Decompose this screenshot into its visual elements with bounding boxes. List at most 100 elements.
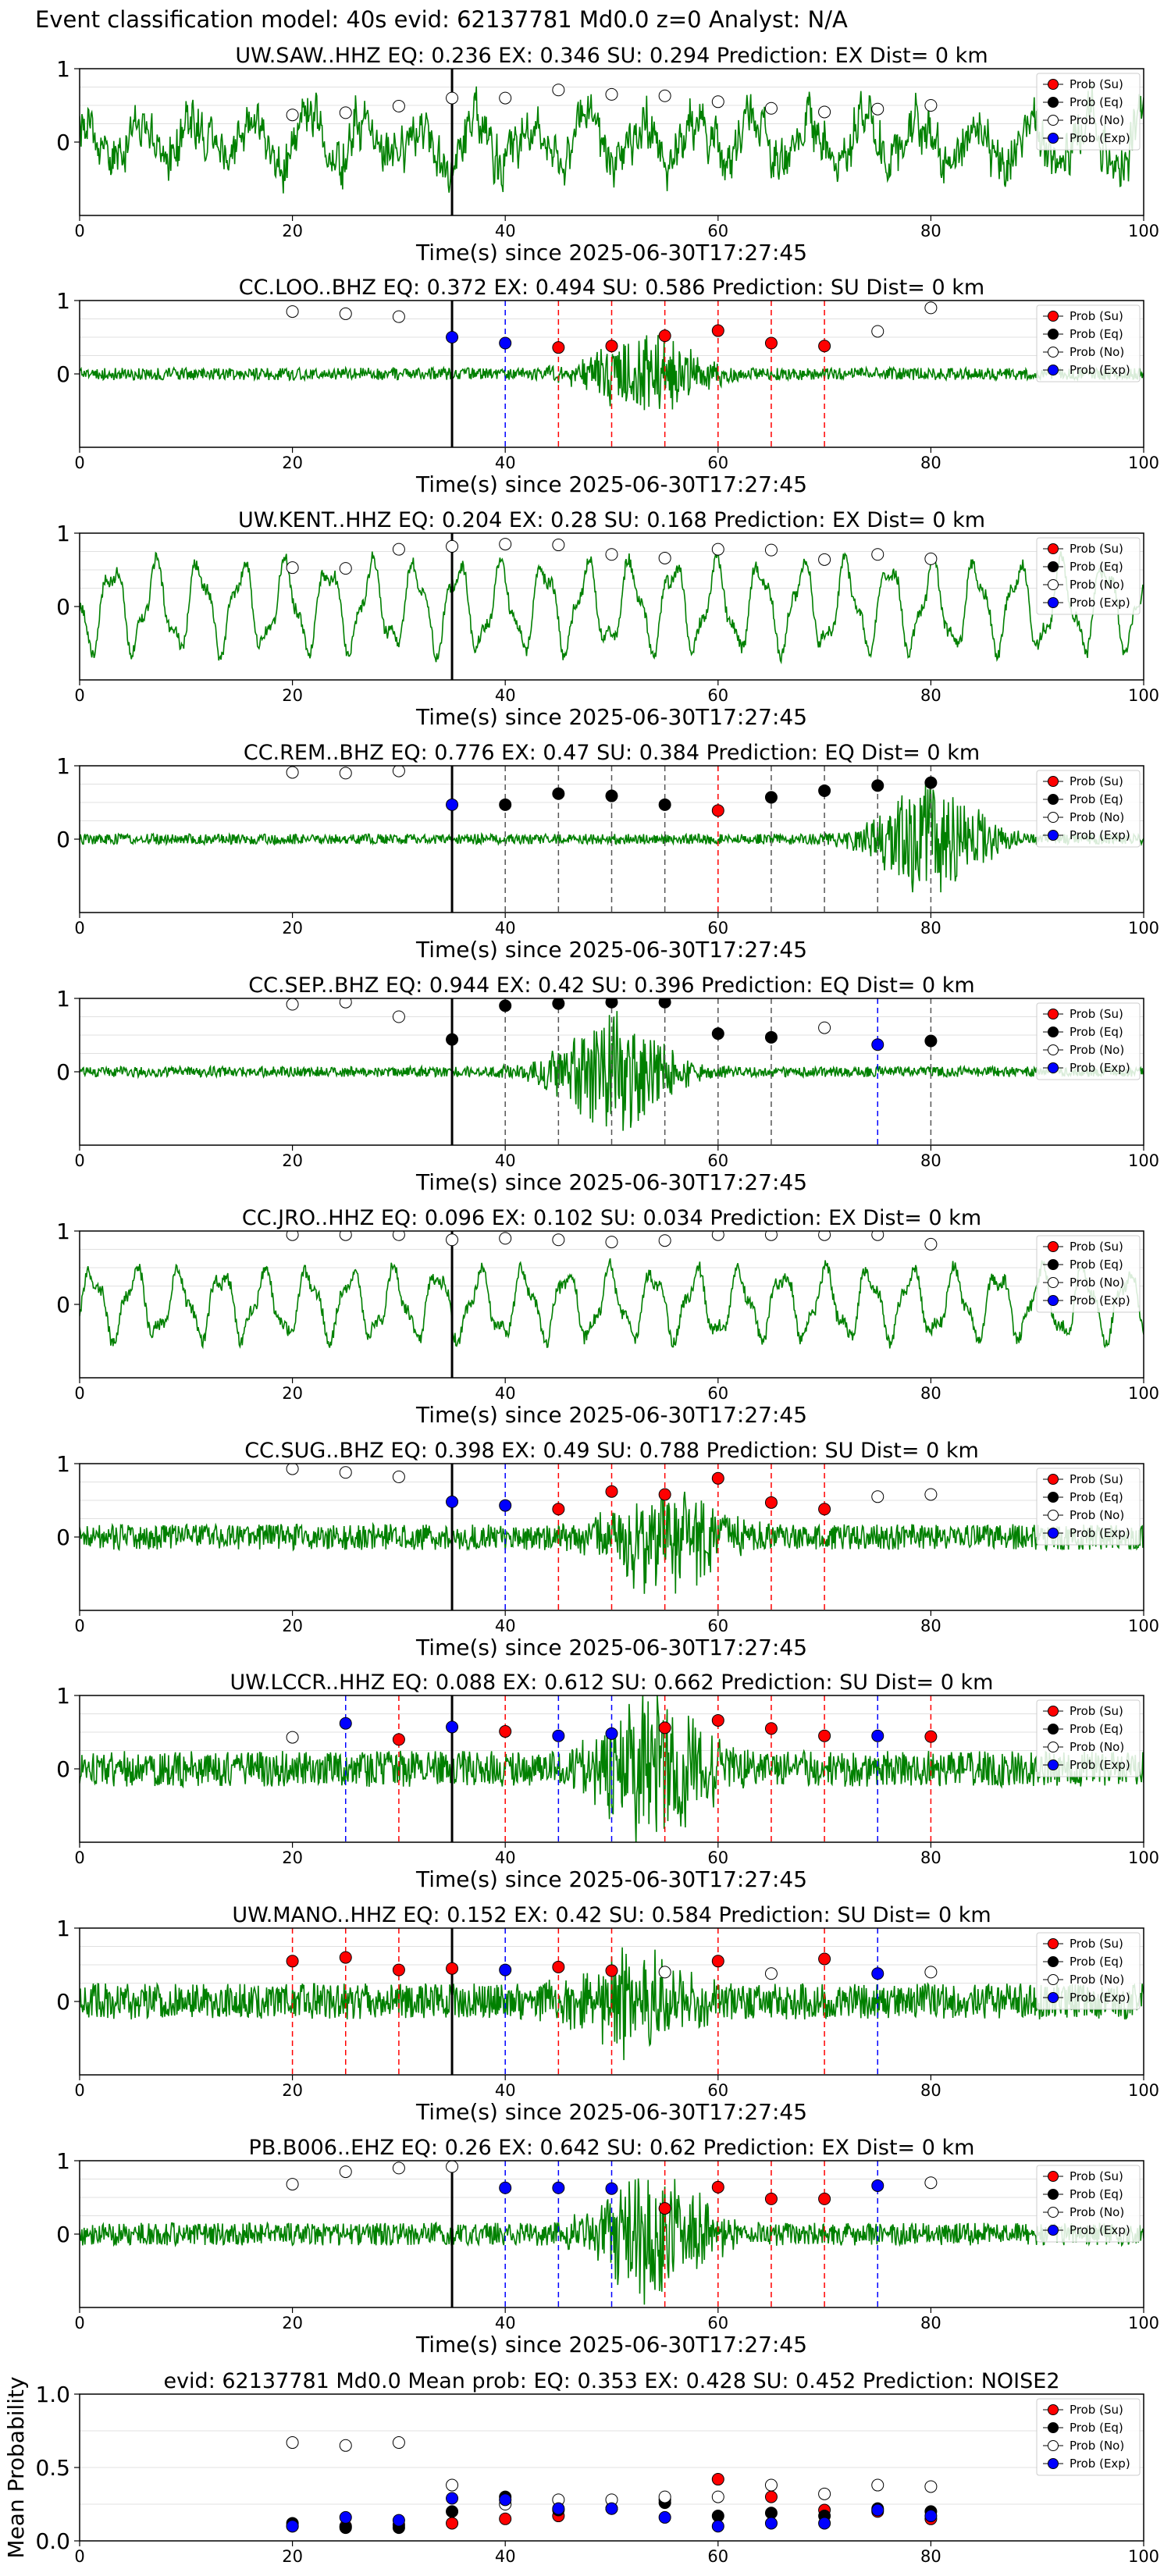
prob-marker [446,91,459,105]
legend-marker [1048,347,1059,358]
legend-box [1036,1002,1141,1080]
prob-marker [392,1963,405,1976]
x-tick-label: 80 [920,2547,941,2566]
prob-marker [924,776,938,789]
waveform-trace [80,1258,1144,1350]
prob-marker [764,101,778,115]
y-tick-label: 0 [56,1756,70,1782]
x-tick-label: 0 [74,2081,84,2100]
panel-title: UW.KENT..HHZ EQ: 0.204 EX: 0.28 SU: 0.16… [238,508,985,532]
prob-marker [552,341,565,354]
plot-area [80,766,1144,913]
x-tick-label: 20 [282,919,303,938]
legend-label: Prob (No) [1070,1276,1124,1290]
prob-marker [286,305,299,318]
prob-marker [499,1963,512,1976]
plot-area [80,2161,1144,2307]
panel-7: CC.SUG..BHZ EQ: 0.398 EX: 0.49 SU: 0.788… [56,1439,1159,1660]
legend-label: Prob (No) [1070,345,1124,359]
plot-area [80,69,1144,215]
x-tick-label: 0 [74,2547,84,2566]
legend-marker [1048,1009,1059,1019]
y-tick-label: 1 [56,1219,70,1244]
prob-marker [392,2161,405,2175]
legend-label: Prob (Su) [1070,2403,1123,2417]
prob-marker [499,91,512,105]
x-tick-label: 40 [495,1151,516,1170]
prob-marker [605,789,618,802]
prob-marker [871,548,884,561]
prob-marker [286,766,299,779]
waveform-trace [80,2178,1144,2305]
x-tick-label: 0 [74,1384,84,1403]
prob-marker [658,2202,671,2215]
x-tick-label: 60 [707,1848,728,1867]
legend-marker [1048,97,1059,108]
legend-marker [1048,1492,1059,1503]
prob-marker [499,798,512,811]
prob-marker [871,1038,884,1051]
panel-title: CC.SUG..BHZ EQ: 0.398 EX: 0.49 SU: 0.788… [244,1439,979,1463]
panel-2: CC.LOO..BHZ EQ: 0.372 EX: 0.494 SU: 0.58… [56,276,1159,497]
legend-label: Prob (Su) [1070,2169,1123,2183]
x-tick-label: 80 [920,2314,941,2332]
legend-label: Prob (Exp) [1070,363,1130,377]
x-axis-label: Time(s) since 2025-06-30T17:27:45 [415,1635,807,1660]
prob-marker [392,766,405,777]
prob-marker [818,1952,831,1966]
plot-area [80,998,1144,1145]
x-tick-label: 100 [1128,2314,1159,2332]
legend-marker [1048,2171,1059,2182]
y-tick-label: 1 [56,56,70,82]
mean-prob-marker [446,2492,459,2505]
x-tick-label: 60 [707,919,728,938]
x-tick-label: 100 [1128,222,1159,240]
prob-marker [339,562,352,575]
mean-prob-marker [818,2487,831,2500]
mean-prob-marker [711,2473,724,2486]
prob-marker [552,84,565,97]
prob-marker [339,2165,352,2179]
panel-1: UW.SAW..HHZ EQ: 0.236 EX: 0.346 SU: 0.29… [56,44,1159,265]
x-tick-label: 100 [1128,1848,1159,1867]
x-tick-label: 100 [1128,1384,1159,1403]
panel-title: evid: 62137781 Md0.0 Mean prob: EQ: 0.35… [163,2369,1059,2393]
y-tick-label: 1 [56,1916,70,1941]
prob-marker [711,1231,724,1241]
prob-marker [711,2180,724,2194]
prob-marker [446,2161,459,2173]
legend-marker [1048,1706,1059,1717]
y-tick-label: 0 [56,1525,70,1550]
prob-marker [711,95,724,109]
x-tick-label: 80 [920,919,941,938]
plot-area [80,1695,1144,1842]
prob-marker [286,2178,299,2191]
legend-label: Prob (Exp) [1070,2223,1130,2237]
mean-prob-marker [871,2503,884,2517]
plot-area [80,1928,1144,2075]
prob-marker [499,336,512,350]
legend-label: Prob (Su) [1070,774,1123,788]
prob-marker [339,998,352,1009]
prob-marker [552,787,565,800]
mean-prob-marker [924,2480,938,2493]
mean-prob-marker [711,2520,724,2533]
legend-marker [1048,2440,1059,2451]
legend-box [1036,1468,1141,1546]
prob-marker [818,553,831,566]
legend-marker [1048,2422,1059,2433]
x-axis-label: Time(s) since 2025-06-30T17:27:45 [415,471,807,497]
figure-title: Event classification model: 40s evid: 62… [35,6,848,33]
legend-marker [1048,1759,1059,1770]
mean-prob-marker [339,2439,352,2452]
y-tick-label: 1.0 [35,2382,70,2407]
legend-marker [1048,2225,1059,2236]
legend-label: Prob (Su) [1070,1704,1123,1718]
plot-area [80,1231,1144,1378]
plot-area [80,301,1144,447]
x-tick-label: 40 [495,2314,516,2332]
prob-marker [605,548,618,561]
legend-label: Prob (No) [1070,2439,1124,2453]
legend-label: Prob (Su) [1070,542,1123,556]
prob-marker [286,1731,299,1744]
